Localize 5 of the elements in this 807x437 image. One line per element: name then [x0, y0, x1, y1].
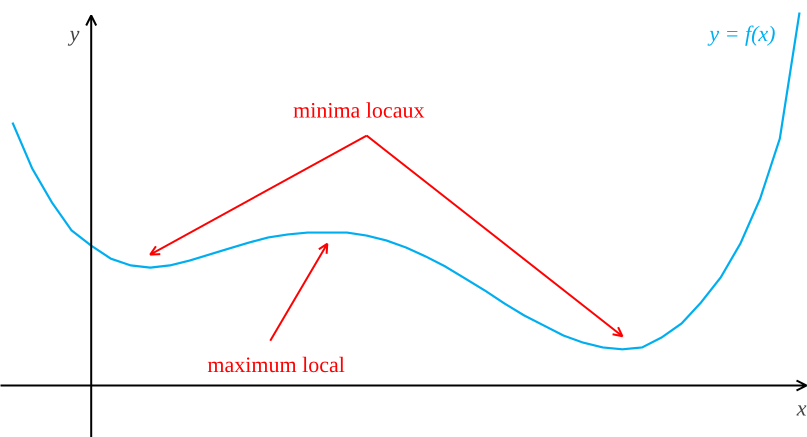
y-axis-title: y: [68, 21, 80, 46]
annotation: maximum local: [207, 352, 345, 377]
annotation: minima locaux: [293, 98, 424, 123]
series-label: y = f(x): [707, 21, 776, 46]
x-axis-title: x: [796, 396, 807, 420]
